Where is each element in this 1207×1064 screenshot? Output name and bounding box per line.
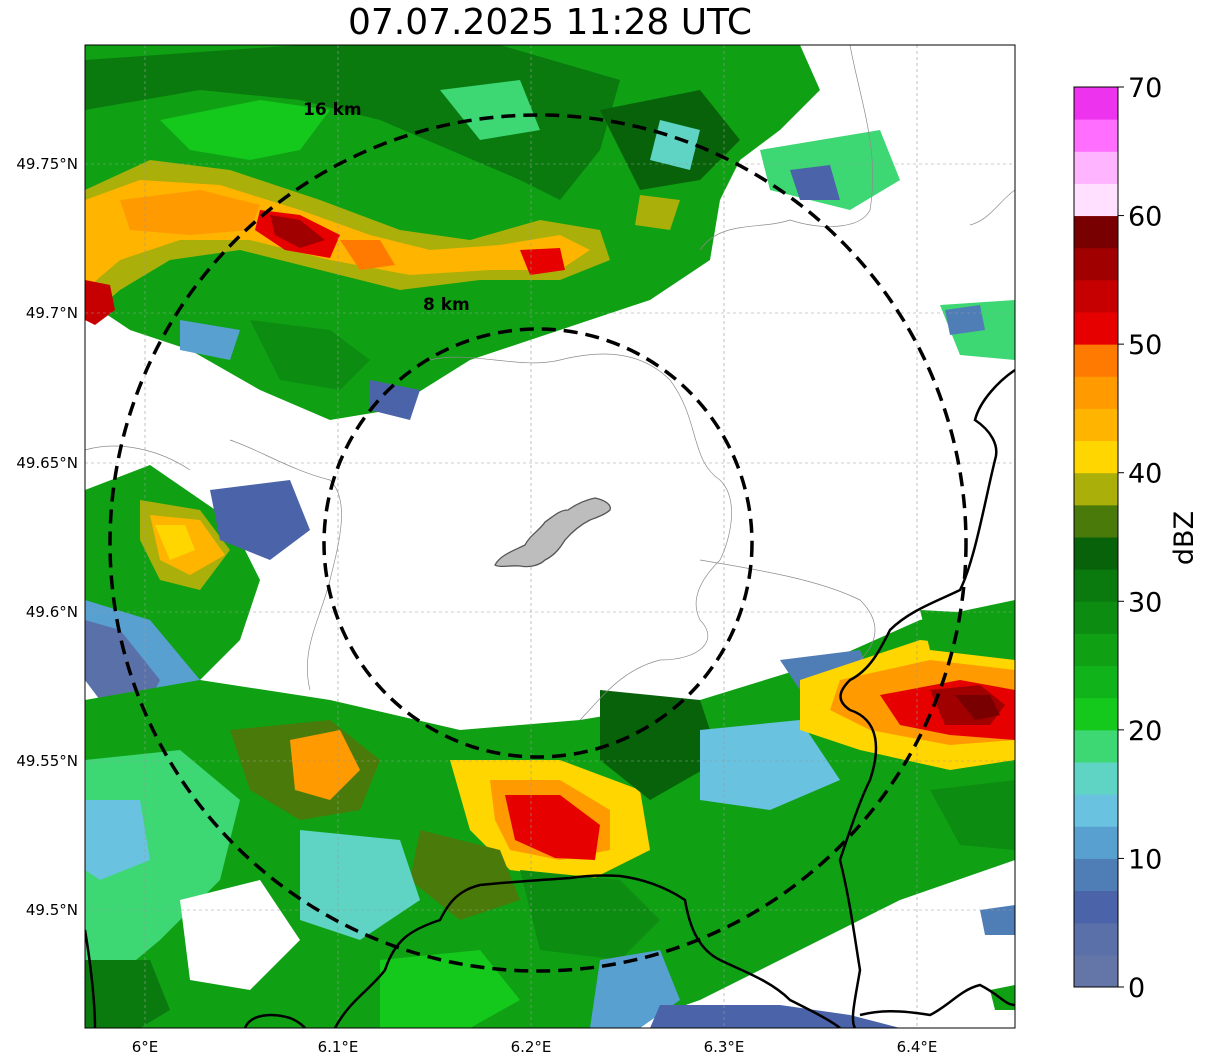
colorbar-segment [1074,922,1118,956]
colorbar-segment [1074,890,1118,924]
colorbar-segment [1074,601,1118,634]
ring-label-16km: 16 km [303,100,362,120]
lon-tick-label: 6°E [132,1038,159,1056]
colorbar-segment [1074,312,1118,345]
colorbar-segment [1074,729,1118,763]
colorbar-segment [1074,440,1118,474]
colorbar-tick-label: 40 [1128,459,1162,490]
colorbar-segment [1074,151,1118,184]
colorbar-segment [1074,826,1118,859]
colorbar-segment [1074,344,1118,377]
lon-tick-label: 6.3°E [704,1038,745,1056]
lat-tick-label: 49.65°N [16,454,78,472]
colorbar-segment [1074,537,1118,570]
colorbar-tick-label: 50 [1128,330,1162,361]
map-title: 07.07.2025 11:28 UTC [347,2,753,43]
colorbar-tick-label: 70 [1128,73,1162,104]
ring-label-8km: 8 km [423,295,470,315]
colorbar-segment [1074,119,1118,152]
national-border [85,368,1015,1028]
colorbar-segment [1074,633,1118,667]
lat-tick-label: 49.55°N [16,752,78,770]
colorbar-tick-label: 30 [1128,587,1162,618]
colorbar-segment [1074,183,1118,217]
colorbar-tick-label: 10 [1128,844,1162,875]
colorbar-segment [1074,794,1118,827]
colorbar-frame [1073,86,1119,988]
lon-tick-label: 6.4°E [897,1038,938,1056]
colorbar-segment [1074,954,1118,988]
colorbar-tick-label: 60 [1128,202,1162,233]
city-area [494,497,611,568]
colorbar-segment [1074,408,1118,442]
lon-tick-label: 6.1°E [318,1038,359,1056]
graticule [85,45,1015,1028]
map-frame [84,44,1016,1029]
colorbar-segment [1074,697,1118,731]
colorbar-segment [1074,215,1118,249]
lat-tick-label: 49.75°N [16,155,78,173]
colorbar-tick-label: 20 [1128,716,1162,747]
colorbar-segment [1074,472,1118,506]
colorbar-segment [1074,504,1118,538]
colorbar-label: dBZ [1169,511,1200,565]
lon-tick-label: 6.2°E [511,1038,552,1056]
colorbar-segment [1074,247,1118,281]
admin-boundaries [85,45,1015,721]
lat-tick-label: 49.6°N [26,603,78,621]
radar-echo-layer [85,45,1015,1028]
colorbar-ticks: 0 10 20 30 40 50 60 70 [1118,73,1162,1004]
lat-tick-label: 49.7°N [26,304,78,322]
colorbar-segment [1074,665,1118,699]
range-ring-8km [322,327,754,759]
colorbar-segment [1074,762,1118,795]
colorbar-segment [1074,87,1118,120]
lat-tick-label: 49.5°N [26,901,78,919]
colorbar-segment [1074,569,1118,602]
colorbar [1074,87,1118,988]
colorbar-segment [1074,376,1118,409]
colorbar-segment [1074,279,1118,313]
range-ring-16km [108,113,968,973]
colorbar-segment [1074,858,1118,892]
colorbar-tick-label: 0 [1128,973,1145,1004]
